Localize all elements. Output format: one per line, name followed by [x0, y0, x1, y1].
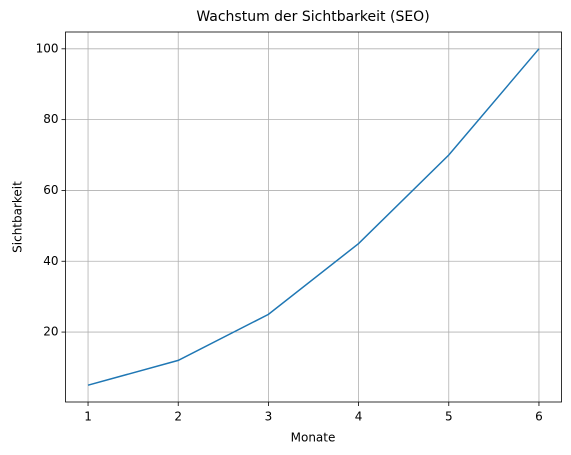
x-tick-label: 2: [174, 410, 182, 424]
plot-frame: [65, 31, 562, 403]
y-axis-label: Sichtbarkeit: [11, 181, 25, 253]
x-tick-label: 6: [535, 410, 543, 424]
y-tick-label: 100: [36, 41, 59, 55]
x-tick-label: 5: [445, 410, 453, 424]
line: [87, 48, 540, 386]
y-tick-label: 60: [43, 183, 58, 197]
chart-title: Wachstum der Sichtbarkeit (SEO): [196, 9, 429, 25]
y-tick-label: 80: [43, 112, 58, 126]
x-tick-label: 4: [355, 410, 363, 424]
y-tick-label: 20: [43, 325, 58, 339]
x-axis-label: Monate: [291, 431, 336, 445]
y-tick-label: 40: [43, 254, 58, 268]
x-tick-label: 3: [265, 410, 273, 424]
x-tick-label: 1: [84, 410, 92, 424]
